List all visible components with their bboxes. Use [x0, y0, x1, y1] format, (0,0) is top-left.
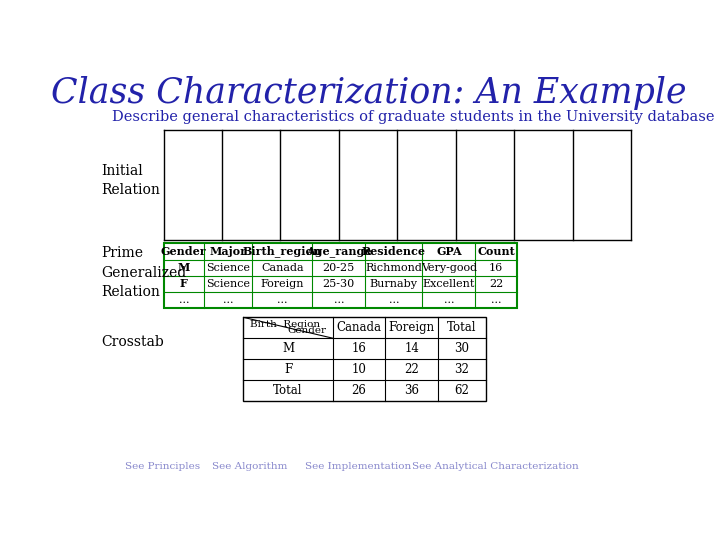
- Text: See Principles: See Principles: [125, 462, 200, 471]
- Bar: [163, 244, 517, 308]
- Text: Residence: Residence: [362, 246, 426, 257]
- Text: 32: 32: [454, 363, 469, 376]
- Text: Science: Science: [206, 262, 250, 273]
- Text: 22: 22: [404, 363, 419, 376]
- Text: GPA: GPA: [436, 246, 462, 257]
- Text: Birth_region: Birth_region: [243, 246, 322, 258]
- Text: Class Characterization: An Example: Class Characterization: An Example: [51, 76, 687, 110]
- Text: 36: 36: [404, 383, 419, 396]
- Text: Burnaby: Burnaby: [370, 279, 418, 289]
- Text: 16: 16: [351, 342, 366, 355]
- Text: 10: 10: [351, 363, 366, 376]
- Text: 14: 14: [404, 342, 419, 355]
- Text: ...: ...: [179, 295, 189, 305]
- Text: Initial
Relation: Initial Relation: [102, 164, 161, 197]
- Text: Canada: Canada: [336, 321, 382, 334]
- Text: Total: Total: [447, 321, 477, 334]
- Text: Describe general characteristics of graduate students in the University database: Describe general characteristics of grad…: [112, 110, 714, 124]
- Text: ...: ...: [389, 295, 399, 305]
- Text: Prime
Generalized
Relation: Prime Generalized Relation: [102, 246, 187, 299]
- Text: M: M: [282, 342, 294, 355]
- Text: Gender: Gender: [161, 246, 207, 257]
- Text: Foreign: Foreign: [389, 321, 435, 334]
- Text: 62: 62: [454, 383, 469, 396]
- Text: ...: ...: [222, 295, 233, 305]
- Text: Major: Major: [210, 246, 246, 257]
- Text: 25-30: 25-30: [323, 279, 355, 289]
- Text: Count: Count: [477, 246, 515, 257]
- Text: F: F: [284, 363, 292, 376]
- Text: 30: 30: [454, 342, 469, 355]
- Text: Foreign: Foreign: [261, 279, 304, 289]
- Text: Age_range: Age_range: [306, 246, 372, 257]
- Text: Gender: Gender: [287, 326, 326, 335]
- Text: Richmond: Richmond: [365, 262, 422, 273]
- Text: ...: ...: [277, 295, 287, 305]
- Text: See Implementation: See Implementation: [305, 462, 412, 471]
- Text: Very-good: Very-good: [420, 262, 477, 273]
- Text: Total: Total: [274, 383, 303, 396]
- Text: See Analytical Characterization: See Analytical Characterization: [412, 462, 578, 471]
- Text: Crosstab: Crosstab: [102, 335, 164, 349]
- Bar: [243, 318, 486, 401]
- Text: 22: 22: [489, 279, 503, 289]
- Text: 26: 26: [351, 383, 366, 396]
- Text: M: M: [178, 262, 190, 273]
- Text: ...: ...: [333, 295, 344, 305]
- Text: Birth  Region: Birth Region: [250, 320, 320, 329]
- Text: See Algorithm: See Algorithm: [212, 462, 288, 471]
- Text: 16: 16: [489, 262, 503, 273]
- Text: ...: ...: [444, 295, 454, 305]
- Text: Science: Science: [206, 279, 250, 289]
- Text: F: F: [180, 278, 188, 289]
- Text: ...: ...: [491, 295, 501, 305]
- Text: 20-25: 20-25: [323, 262, 355, 273]
- Text: Excellent: Excellent: [423, 279, 475, 289]
- Text: Canada: Canada: [261, 262, 304, 273]
